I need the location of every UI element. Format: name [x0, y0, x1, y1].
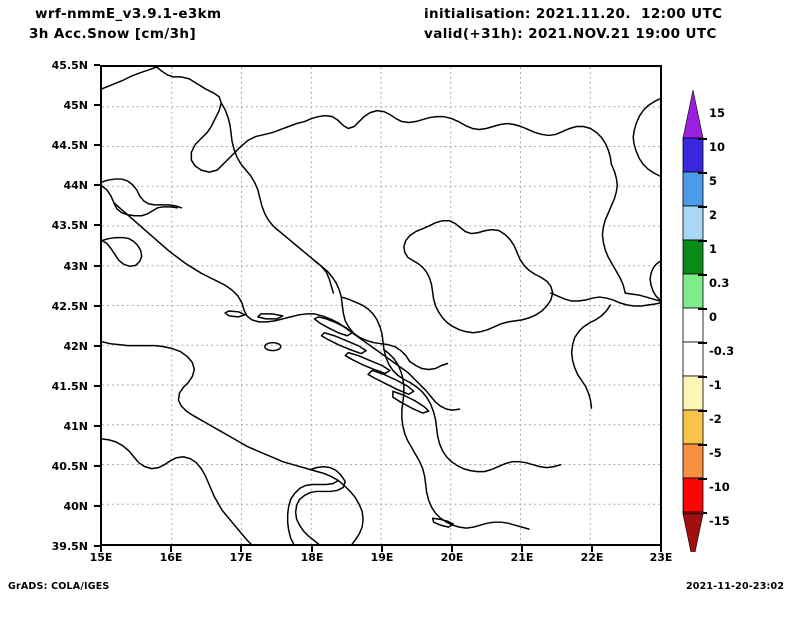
- x-axis-label: 15E: [89, 551, 113, 564]
- x-axis-label: 23E: [649, 551, 673, 564]
- y-axis-label: 44.5N: [51, 139, 88, 152]
- x-tickmark: [381, 546, 383, 552]
- y-axis-label: 45.5N: [51, 59, 88, 72]
- y-tickmark: [94, 545, 100, 547]
- y-axis-label: 45N: [63, 99, 88, 112]
- y-tickmark: [94, 305, 100, 307]
- x-tickmark: [660, 546, 662, 552]
- map-outlines: [102, 67, 660, 544]
- y-tickmark: [94, 144, 100, 146]
- y-tickmark: [94, 64, 100, 66]
- y-axis-label: 40N: [63, 500, 88, 513]
- x-tickmark: [240, 546, 242, 552]
- field-title: 3h Acc.Snow [cm/3h]: [29, 26, 197, 42]
- colorbar-tick: [698, 376, 707, 378]
- footer-credit: GrADS: COLA/IGES: [8, 581, 110, 592]
- y-tickmark: [94, 345, 100, 347]
- model-title: wrf-nmmE_v3.9.1-e3km: [35, 6, 222, 22]
- colorbar-label: 15: [709, 106, 726, 120]
- y-axis-label: 41.5N: [51, 380, 88, 393]
- x-tickmark: [521, 546, 523, 552]
- x-tickmark: [170, 546, 172, 552]
- colorbar-label: -1: [709, 378, 722, 392]
- colorbar-tick: [698, 478, 707, 480]
- y-axis-label: 40.5N: [51, 460, 88, 473]
- x-axis-label: 21E: [510, 551, 534, 564]
- x-tickmark: [311, 546, 313, 552]
- y-axis-label: 39.5N: [51, 540, 88, 553]
- colorbar-below-range-arrow: [682, 511, 704, 552]
- x-axis-label: 16E: [159, 551, 183, 564]
- colorbar-label: -10: [709, 480, 730, 494]
- colorbar-label: 2: [709, 208, 718, 222]
- initialisation-time: initialisation: 2021.11.20. 12:00 UTC: [424, 6, 723, 22]
- colorbar-label: -5: [709, 446, 722, 460]
- x-axis-label: 20E: [440, 551, 464, 564]
- colorbar-tick: [698, 274, 707, 276]
- colorbar-legend[interactable]: 15 10 5 2 1 0.3 0 -0.3 -1 -2 -5 -10 -15: [676, 62, 796, 542]
- y-tickmark: [94, 425, 100, 427]
- map-plot-area[interactable]: [100, 65, 662, 546]
- map-gridlines: [102, 67, 660, 544]
- colorbar-label: -0.3: [709, 344, 735, 358]
- colorbar-tick: [698, 410, 707, 412]
- x-axis-label: 22E: [580, 551, 604, 564]
- x-tickmark: [591, 546, 593, 552]
- colorbar-tick: [698, 308, 707, 310]
- colorbar-label: 0.3: [709, 276, 730, 290]
- colorbar-swatches: [682, 89, 704, 514]
- colorbar-label: 5: [709, 174, 718, 188]
- x-axis-label: 18E: [300, 551, 324, 564]
- colorbar-label: 1: [709, 242, 718, 256]
- colorbar-tick: [698, 206, 707, 208]
- colorbar-label: 10: [709, 140, 726, 154]
- y-axis-label: 43N: [63, 260, 88, 273]
- y-axis-label: 42N: [63, 340, 88, 353]
- y-tickmark: [94, 265, 100, 267]
- y-tickmark: [94, 224, 100, 226]
- y-tickmark: [94, 505, 100, 507]
- x-tickmark: [451, 546, 453, 552]
- y-axis-label: 43.5N: [51, 219, 88, 232]
- footer-timestamp: 2021-11-20-23:02: [686, 581, 785, 592]
- colorbar-label: -15: [709, 514, 730, 528]
- colorbar-tick: [698, 138, 707, 140]
- colorbar-label: -2: [709, 412, 722, 426]
- colorbar-label: 0: [709, 310, 718, 324]
- x-axis-label: 19E: [370, 551, 394, 564]
- y-tickmark: [94, 104, 100, 106]
- x-tickmark: [100, 546, 102, 552]
- y-tickmark: [94, 385, 100, 387]
- x-axis-label: 17E: [229, 551, 253, 564]
- colorbar-tick: [698, 444, 707, 446]
- colorbar-tick: [698, 172, 707, 174]
- colorbar-tick: [698, 342, 707, 344]
- valid-time: valid(+31h): 2021.NOV.21 19:00 UTC: [424, 26, 717, 42]
- y-axis-label: 44N: [63, 179, 88, 192]
- y-axis-label: 41N: [63, 420, 88, 433]
- y-axis-label: 42.5N: [51, 300, 88, 313]
- y-tickmark: [94, 465, 100, 467]
- y-tickmark: [94, 184, 100, 186]
- colorbar-tick: [698, 240, 707, 242]
